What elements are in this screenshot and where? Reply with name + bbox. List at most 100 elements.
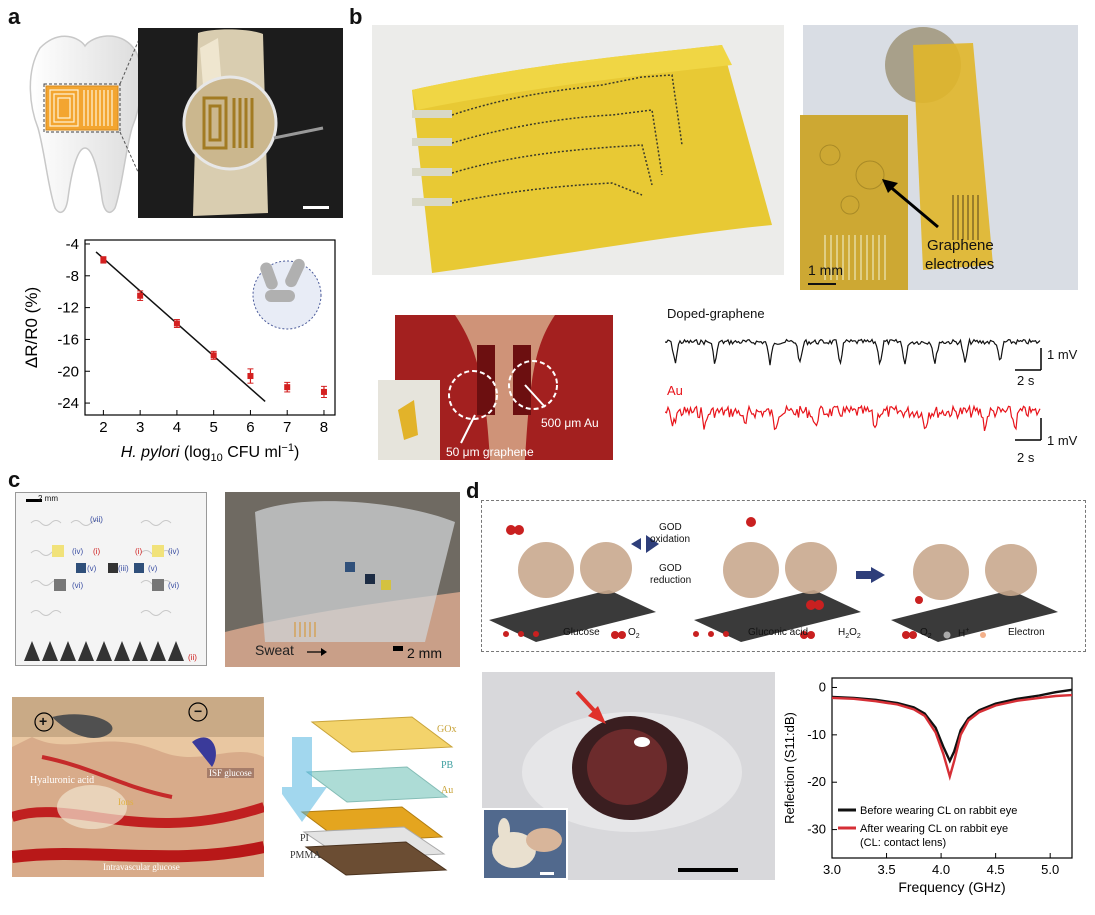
y-tick-label: -24 — [57, 395, 79, 412]
fit-line — [95, 251, 266, 403]
data-point — [100, 256, 107, 263]
layer-au: Au — [441, 785, 454, 796]
label-50um-graphene: 50 μm graphene — [446, 445, 534, 459]
y-axis-label: Reflection (S11:dB) — [782, 712, 797, 824]
x-tick-label: 4.0 — [932, 862, 950, 877]
legend-gluconic-acid: Gluconic acid — [748, 627, 809, 638]
reaction-scheme-box — [481, 500, 1086, 652]
chart-a-hpylori: 2 3 4 5 6 7 8 -4 -8 -12 -16 -20 -24 ΔR/R0 (%) H. pylor… — [22, 236, 336, 464]
rabbit-inset-photo — [482, 808, 568, 880]
doped-graphene-trace — [665, 337, 1041, 366]
roman-vi-right: (vi) — [168, 581, 180, 590]
tooth-sensor-photo — [138, 28, 343, 218]
x-tick-label: 5.0 — [1041, 862, 1059, 877]
inset-scale-1mm: 1 mm — [808, 262, 843, 278]
roman-i-right: (i) — [135, 547, 143, 556]
x-tick-label: 2 — [99, 419, 107, 436]
trace-doped-graphene-label: Doped-graphene — [667, 306, 765, 321]
au-trace — [665, 404, 1041, 432]
scale-2mm: 2 mm — [407, 645, 442, 661]
scale-2s-top: 2 s — [1017, 373, 1035, 388]
hyaluronic-acid-label: Hyaluronic acid — [30, 775, 95, 786]
layer-pi: PI — [300, 833, 309, 844]
panel-label-a: a — [8, 4, 21, 29]
skin-cross-section-illustration — [12, 697, 264, 877]
graphene-electrodes-arrow — [882, 179, 939, 229]
roman-iv-left: (iv) — [72, 547, 84, 556]
series-line-1 — [831, 688, 1073, 764]
legend-o2-b: O2 — [920, 627, 932, 640]
legend-entry-note: (CL: contact lens) — [860, 837, 946, 849]
data-point — [284, 384, 291, 391]
minus-symbol: − — [194, 703, 203, 719]
brain-inset-photo — [378, 380, 440, 460]
legend-entry-1: Before wearing CL on rabbit eye — [860, 805, 1017, 817]
y-tick-label: -10 — [807, 727, 826, 742]
scale-2s-bottom: 2 s — [1017, 450, 1035, 465]
god-oxidation-line2: oxidation — [650, 534, 691, 545]
legend-entry-2: After wearing CL on rabbit eye — [860, 823, 1008, 835]
roman-v-right: (v) — [148, 564, 158, 573]
x-tick-label: 6 — [246, 419, 254, 436]
roman-i-left: (i) — [93, 547, 101, 556]
y-tick-label: 0 — [819, 679, 826, 694]
panel-label-d: d — [466, 478, 480, 503]
chart-d-reflection: 3.0 3.5 4.0 4.5 5.0 0 -10 -20 -30 Before wearing … — [782, 677, 1073, 895]
bacterium — [265, 290, 295, 302]
data-point — [173, 320, 180, 327]
graphene-electrode-inset — [800, 115, 908, 290]
scale-2mm-small: 2 mm — [38, 494, 58, 503]
x-tick-label: 3.5 — [878, 862, 896, 877]
y-tick-label: -30 — [807, 822, 826, 837]
layer-stack-illustration — [282, 716, 454, 876]
legend-electron: Electron — [1008, 627, 1045, 638]
layer-pb: PB — [441, 760, 454, 771]
y-tick-label: -4 — [66, 236, 79, 253]
sweat-sensor-layout — [15, 492, 207, 666]
label-500um-au: 500 μm Au — [541, 416, 599, 430]
graphene-film-photo — [372, 25, 784, 275]
legend-glucose: Glucose — [563, 627, 600, 638]
scale-1mv-top: 1 mV — [1047, 347, 1078, 362]
chart-d-frame — [831, 677, 1073, 859]
y-tick-label: -16 — [57, 331, 79, 348]
god-reduction-line1: GOD — [659, 563, 682, 574]
y-tick-label: -8 — [66, 268, 79, 285]
x-tick-label: 5 — [210, 419, 218, 436]
panel-label-c: c — [8, 467, 21, 492]
roman-iii: (iii) — [118, 564, 129, 573]
y-axis-label: ΔR/R0 (%) — [22, 287, 41, 368]
bacterium — [260, 262, 278, 290]
data-point — [320, 388, 327, 395]
x-axis-label: Frequency (GHz) — [898, 879, 1005, 895]
graphene-label-line1: Graphene — [927, 237, 994, 254]
electrophysiology-traces — [665, 337, 1041, 432]
bacterium — [285, 258, 305, 288]
roman-vii: (vii) — [90, 515, 103, 524]
panel-label-b: b — [349, 4, 363, 29]
x-tick-label: 7 — [283, 419, 291, 436]
y-tick-label: -20 — [57, 363, 79, 380]
y-tick-label: -20 — [807, 774, 826, 789]
sweat-label: Sweat — [255, 642, 294, 658]
layer-gox: GOx — [437, 724, 457, 735]
intravascular-glucose-label: Intravascular glucose — [103, 862, 180, 872]
tooth-illustration — [29, 35, 143, 214]
y-tick-label: -12 — [57, 300, 79, 317]
data-point — [137, 292, 144, 299]
bacteria-inset — [252, 258, 322, 330]
god-reduction-line2: reduction — [650, 575, 692, 586]
roman-v-left: (v) — [87, 564, 97, 573]
legend-hplus: H+ — [958, 627, 970, 640]
chart-a-frame — [84, 239, 336, 416]
reaction-scheme-graphics — [489, 517, 1058, 642]
data-point — [247, 373, 254, 380]
roman-iv-right: (iv) — [168, 547, 180, 556]
god-oxidation-line1: GOD — [659, 522, 682, 533]
x-axis-label: H. pylori (log10 CFU ml−1) — [121, 442, 300, 464]
roman-ii: (ii) — [188, 653, 197, 662]
sweat-arrow — [307, 648, 327, 656]
ions-label: Ions — [118, 797, 134, 807]
sweat-patch-on-skin-photo — [225, 492, 460, 667]
graphene-label-line2: electrodes — [925, 256, 995, 273]
